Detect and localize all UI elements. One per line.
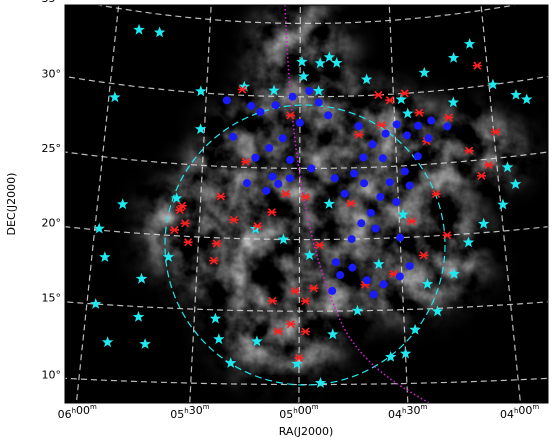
dot-marker <box>274 180 282 188</box>
dot-marker <box>296 119 304 127</box>
x-tick-label: 04h30m <box>388 403 427 421</box>
dot-marker <box>380 280 388 288</box>
dot-marker <box>379 154 387 162</box>
y-tick-label: 15° <box>42 291 62 304</box>
dot-marker <box>256 108 264 116</box>
dot-marker <box>370 291 378 299</box>
dot-marker <box>305 87 313 95</box>
dot-marker <box>243 179 251 187</box>
dot-marker <box>403 131 411 139</box>
y-tick-label: 25° <box>42 142 62 155</box>
dot-marker <box>414 152 422 160</box>
dot-marker <box>382 130 390 138</box>
dot-marker <box>331 174 339 182</box>
dot-marker <box>376 193 384 201</box>
dot-marker <box>315 99 323 107</box>
dot-marker <box>392 198 400 206</box>
dot-marker <box>286 174 294 182</box>
dot-marker <box>425 134 433 142</box>
dot-marker <box>268 173 276 181</box>
chart: RA(J2000) DEC(J2000) 06h00m 05h30m 05h00m 0… <box>0 0 554 442</box>
dot-marker <box>363 276 371 284</box>
y-tick-label: 10° <box>42 368 62 381</box>
x-tick-label: 05h30m <box>170 403 209 421</box>
dot-marker <box>355 122 363 130</box>
dot-marker <box>272 101 280 109</box>
dot-marker <box>401 167 409 175</box>
dot-marker <box>279 134 287 142</box>
dot-marker <box>289 93 297 101</box>
dot-marker <box>262 187 270 195</box>
y-tick-label: 30° <box>42 68 62 81</box>
dot-marker <box>357 219 365 227</box>
dot-marker <box>360 179 368 187</box>
y-axis-label: DEC(J2000) <box>5 173 18 236</box>
dot-marker <box>307 164 315 172</box>
x-tick-label: 06h00m <box>58 403 97 421</box>
x-axis-label: RA(J2000) <box>279 425 334 438</box>
dot-marker <box>251 154 259 162</box>
dot-marker <box>324 111 332 119</box>
dot-marker <box>350 170 358 178</box>
dot-marker <box>367 209 375 217</box>
dot-marker <box>348 264 356 272</box>
dot-marker <box>332 258 340 266</box>
x-tick-label: 04h00m <box>500 403 539 421</box>
dot-marker <box>223 96 231 104</box>
dot-marker <box>396 234 404 242</box>
dot-marker <box>443 122 451 130</box>
y-tick-label: 20° <box>42 216 62 229</box>
dot-marker <box>336 271 344 279</box>
dot-marker <box>359 154 367 162</box>
dot-marker <box>371 224 379 232</box>
dot-marker <box>328 287 336 295</box>
dot-marker <box>396 272 404 280</box>
y-tick-label: 35° <box>42 0 62 5</box>
dot-marker <box>427 117 435 125</box>
dot-marker <box>393 120 401 128</box>
dot-marker <box>369 140 377 148</box>
dot-marker <box>386 178 394 186</box>
dot-marker <box>265 144 273 152</box>
dot-marker <box>341 190 349 198</box>
x-tick-label: 05h00m <box>279 403 318 421</box>
dot-marker <box>406 262 414 270</box>
dot-marker <box>406 182 414 190</box>
dot-marker <box>286 156 294 164</box>
dot-marker <box>414 122 422 130</box>
dot-marker <box>247 102 255 110</box>
dot-marker <box>348 235 356 243</box>
dot-marker <box>229 133 237 141</box>
